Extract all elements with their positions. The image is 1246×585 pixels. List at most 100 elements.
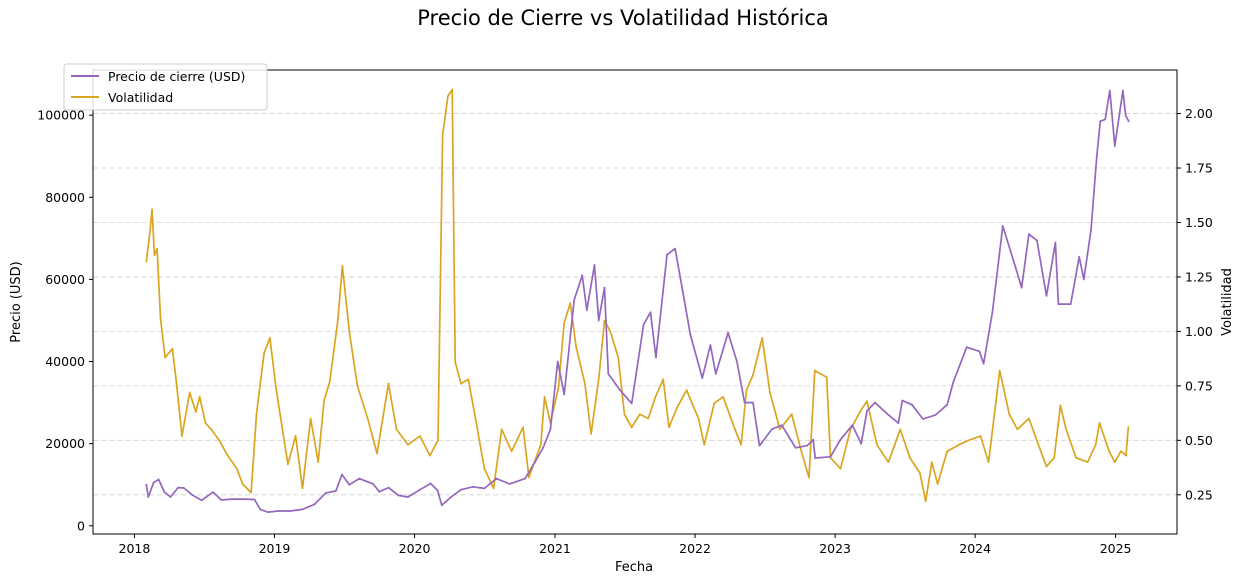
- data-point-precio: [991, 311, 994, 314]
- data-point-precio: [169, 496, 172, 498]
- series-line-volatilidad: [145, 88, 1130, 503]
- y-right-tick-label: 0.50: [1185, 433, 1213, 448]
- data-point-volatilidad: [159, 317, 162, 320]
- data-point-precio: [860, 442, 863, 445]
- data-point-volatilidad: [429, 454, 431, 457]
- data-point-precio: [922, 418, 924, 420]
- data-point-precio: [573, 299, 576, 301]
- y-left-tick-label: 40000: [45, 354, 85, 369]
- data-point-volatilidad: [800, 450, 803, 453]
- data-point-volatilidad: [483, 467, 486, 470]
- data-point-precio: [200, 499, 203, 502]
- data-point-precio: [603, 286, 606, 289]
- data-point-precio: [585, 309, 588, 312]
- data-point-precio: [397, 494, 400, 497]
- data-point-volatilidad: [668, 426, 670, 429]
- data-point-volatilidad: [294, 435, 297, 437]
- data-point-volatilidad: [1098, 422, 1101, 424]
- data-point-volatilidad: [630, 426, 633, 429]
- data-point-precio: [674, 247, 676, 250]
- data-point-precio: [1124, 114, 1127, 117]
- data-point-precio: [794, 446, 797, 449]
- data-point-volatilidad: [510, 450, 513, 453]
- data-point-volatilidad: [539, 443, 542, 446]
- data-point-precio: [1057, 303, 1060, 305]
- data-point-volatilidad: [275, 387, 277, 389]
- data-point-volatilidad: [181, 435, 183, 437]
- data-point-volatilidad: [419, 435, 421, 437]
- data-point-volatilidad: [323, 400, 325, 402]
- data-point-precio: [508, 483, 511, 485]
- x-tick-label: 2018: [119, 541, 151, 556]
- data-point-volatilidad: [151, 208, 154, 211]
- data-point-volatilidad: [569, 302, 572, 304]
- data-point-precio: [874, 401, 876, 404]
- data-point-volatilidad: [603, 319, 606, 322]
- data-point-precio: [681, 290, 684, 293]
- data-point-precio: [259, 508, 262, 511]
- data-point-volatilidad: [241, 483, 244, 485]
- data-point-volatilidad: [713, 402, 716, 405]
- data-point-volatilidad: [467, 378, 470, 381]
- data-point-volatilidad: [654, 395, 657, 398]
- data-point-volatilidad: [171, 347, 174, 350]
- y-left-tick-label: 60000: [45, 272, 85, 287]
- data-point-volatilidad: [557, 387, 560, 389]
- data-point-precio: [619, 389, 622, 392]
- legend: Precio de cierre (USD) Volatilidad: [63, 63, 268, 111]
- data-point-precio: [1001, 225, 1004, 227]
- data-point-volatilidad: [348, 330, 351, 333]
- y-left-tick-label: 100000: [37, 108, 85, 123]
- data-point-volatilidad: [301, 487, 304, 490]
- data-point-precio: [897, 422, 900, 424]
- data-point-volatilidad: [356, 385, 359, 387]
- data-point-precio: [277, 510, 279, 512]
- data-point-volatilidad: [500, 428, 503, 431]
- y-left-tick-label: 20000: [45, 436, 85, 451]
- data-point-volatilidad: [924, 500, 927, 503]
- data-point-precio: [1054, 241, 1057, 244]
- data-point-precio: [689, 333, 692, 336]
- data-point-volatilidad: [460, 382, 462, 385]
- data-point-precio: [851, 424, 854, 427]
- data-point-precio: [752, 401, 754, 404]
- data-point-volatilidad: [210, 428, 213, 431]
- data-point-volatilidad: [194, 411, 197, 413]
- data-point-volatilidad: [609, 330, 612, 333]
- data-point-precio: [581, 274, 584, 277]
- data-point-precio: [978, 350, 981, 353]
- gridlines: [93, 113, 1177, 496]
- y-right-tick-label: 2.00: [1185, 106, 1213, 121]
- data-point-volatilidad: [563, 321, 566, 324]
- data-point-precio: [419, 488, 421, 491]
- data-point-precio: [1069, 303, 1072, 305]
- data-point-volatilidad: [218, 439, 221, 442]
- data-point-precio: [243, 498, 246, 500]
- data-point-precio: [1014, 266, 1017, 268]
- data-point-volatilidad: [597, 378, 600, 381]
- data-point-volatilidad: [617, 356, 620, 359]
- data-point-volatilidad: [188, 391, 191, 394]
- data-point-precio: [812, 438, 815, 441]
- y-right-tick-label: 1.00: [1185, 324, 1213, 339]
- data-point-volatilidad: [522, 426, 524, 429]
- data-point-precio: [839, 438, 842, 441]
- data-point-precio: [952, 381, 955, 383]
- data-point-volatilidad: [336, 319, 339, 322]
- data-point-precio: [758, 444, 761, 447]
- data-point-precio: [593, 264, 596, 266]
- data-point-volatilidad: [590, 432, 592, 435]
- data-point-precio: [1045, 294, 1048, 297]
- data-point-volatilidad: [761, 337, 764, 339]
- data-point-precio: [1090, 229, 1092, 232]
- legend-label-volatilidad: Volatilidad: [108, 90, 173, 105]
- data-point-volatilidad: [899, 428, 902, 431]
- data-point-volatilidad: [1120, 450, 1122, 453]
- y-left-tick-label: 80000: [45, 190, 85, 205]
- data-point-volatilidad: [475, 422, 478, 424]
- data-point-precio: [866, 409, 868, 412]
- data-point-volatilidad: [407, 443, 409, 446]
- data-point-precio: [607, 373, 610, 375]
- data-point-volatilidad: [703, 443, 706, 446]
- data-point-volatilidad: [946, 450, 949, 453]
